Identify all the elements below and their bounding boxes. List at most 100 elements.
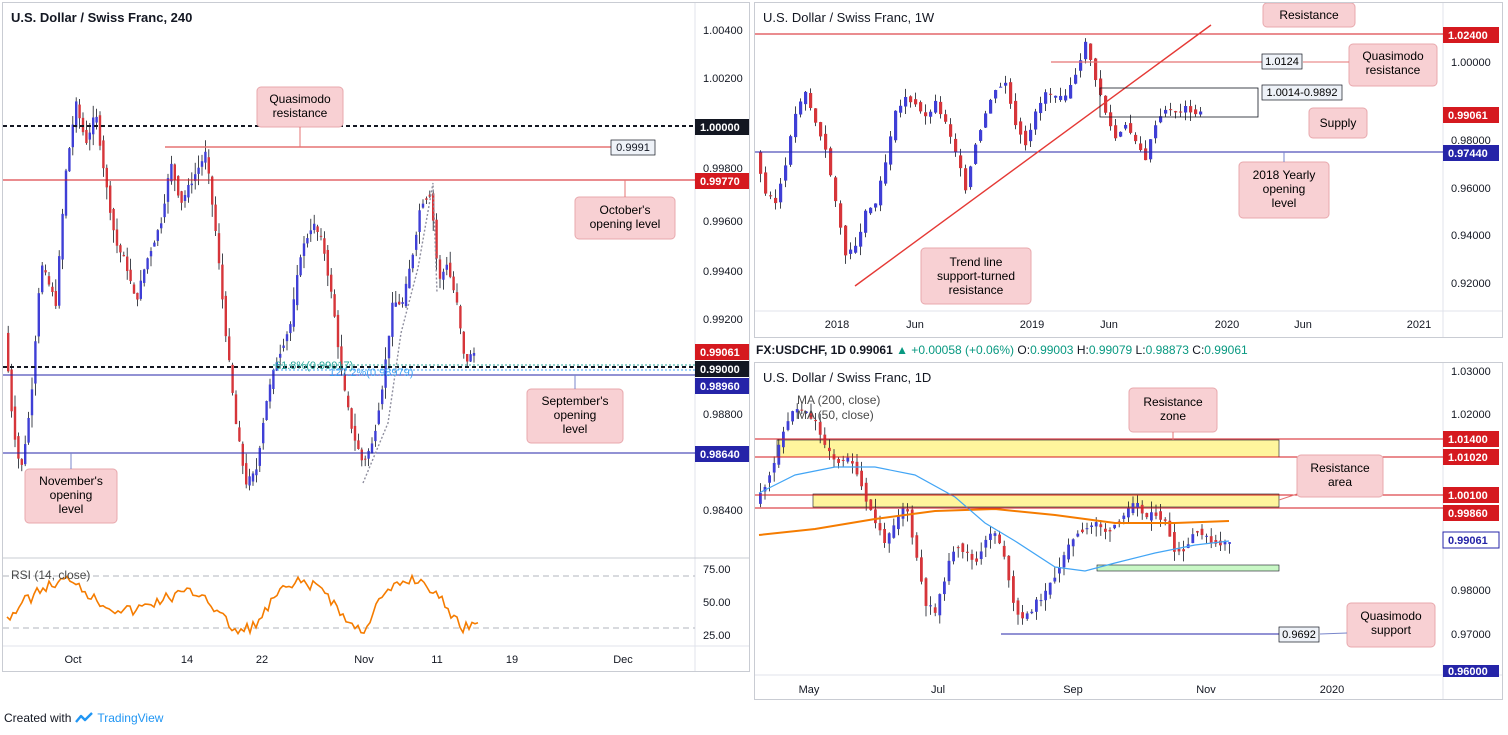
- candle-body: [381, 389, 384, 405]
- candle-body: [221, 264, 224, 300]
- candle-body: [200, 161, 204, 167]
- candle-body: [146, 258, 149, 270]
- candle-body: [241, 443, 244, 466]
- tag-0-9977: 0.99770: [700, 176, 740, 188]
- candle-body: [472, 353, 476, 356]
- svg-text:Trend line: Trend line: [950, 255, 1003, 269]
- candle-body: [1173, 532, 1176, 552]
- price-change: ▲ +0.00058 (+0.06%): [896, 343, 1015, 357]
- callout-resistance: Resistance: [1262, 3, 1356, 28]
- candle-body: [119, 245, 122, 253]
- candle-body: [438, 259, 442, 279]
- candle-body: [1150, 512, 1153, 521]
- candle-body: [316, 226, 319, 233]
- chart-panel-daily[interactable]: U.S. Dollar / Swiss Franc, 1D MA (200, c…: [754, 362, 1503, 700]
- candle-body: [906, 509, 909, 512]
- open-value: 0.99003: [1030, 343, 1074, 357]
- tradingview-link[interactable]: TradingView: [97, 711, 164, 725]
- candle-body: [1136, 502, 1139, 509]
- y-tick: 0.99600: [703, 216, 743, 228]
- candle-body: [1076, 533, 1080, 537]
- x-tick: Sep: [1063, 684, 1083, 696]
- candle-body: [1030, 611, 1034, 614]
- chart-weekly-svg[interactable]: 1.0124 1.0014-0.9892 Resistance Quasimod…: [755, 3, 1502, 337]
- chart-daily-svg[interactable]: MA (200, close) MA (50, close) 0.9692 Re…: [755, 363, 1502, 699]
- candle-body: [909, 96, 913, 103]
- candle-body: [884, 162, 888, 184]
- candle-body: [187, 184, 190, 198]
- callout-september-opening-level: September's opening level: [526, 375, 624, 444]
- candle-body: [268, 384, 272, 402]
- x-tick: Nov: [1196, 684, 1216, 696]
- callout-supply: Supply: [1308, 107, 1368, 139]
- candle-body: [784, 165, 788, 181]
- candle-body: [1021, 612, 1024, 619]
- candle-body: [864, 210, 868, 233]
- candle-body: [929, 605, 932, 607]
- candle-body: [248, 476, 251, 486]
- candle-body: [1089, 43, 1093, 60]
- candle-body: [1049, 93, 1053, 95]
- y-tick: 0.98000: [1451, 585, 1491, 597]
- candle-body: [139, 280, 142, 299]
- candle-body: [112, 208, 115, 231]
- y-tick: 0.98800: [703, 409, 743, 421]
- tag-0-96: 0.96000: [1448, 666, 1488, 678]
- candle-body: [814, 108, 818, 123]
- chart-panel-4h[interactable]: U.S. Dollar / Swiss Franc, 240 61.8%(0.9…: [2, 2, 750, 672]
- candle-body: [824, 133, 828, 150]
- candle-body: [1140, 504, 1144, 514]
- candle-body: [979, 551, 983, 560]
- candle-body: [1024, 130, 1028, 146]
- svg-text:November's: November's: [39, 474, 103, 488]
- candle-body: [262, 422, 265, 444]
- candle-body: [1029, 129, 1033, 142]
- rsi-line: [6, 573, 479, 636]
- tag-1-0000: 1.00000: [700, 122, 740, 134]
- candle-body: [347, 395, 350, 408]
- candle-body: [1012, 576, 1015, 603]
- demand-zone-box: [1096, 564, 1280, 572]
- candle-body: [404, 283, 408, 307]
- candles-4h: [7, 97, 476, 491]
- candle-body: [296, 275, 299, 306]
- box-0-9692-label: 0.9692: [1282, 629, 1316, 641]
- footer: Created with TradingView: [4, 711, 163, 725]
- candle-body: [1090, 525, 1093, 528]
- candle-body: [759, 152, 763, 174]
- candle-body: [34, 341, 37, 384]
- last-price: 0.99061: [849, 343, 893, 357]
- candle-body: [1196, 531, 1199, 533]
- candle-body: [1064, 95, 1068, 101]
- candle-body: [1117, 521, 1121, 523]
- candle-body: [30, 389, 34, 416]
- price-tags-weekly: 1.02400 0.99061 0.97440: [1443, 27, 1499, 161]
- candle-body: [173, 164, 176, 180]
- candle-body: [1074, 74, 1078, 84]
- candle-body: [1039, 600, 1043, 602]
- candle-body: [47, 276, 51, 285]
- candle-body: [1214, 540, 1218, 544]
- candle-body: [75, 101, 78, 128]
- candle-body: [846, 457, 850, 462]
- candle-body: [1002, 545, 1006, 557]
- candle-body: [71, 124, 74, 148]
- svg-text:resistance: resistance: [1366, 63, 1421, 77]
- candle-body: [7, 332, 10, 372]
- candle-body: [970, 553, 974, 560]
- candle-body: [1154, 125, 1158, 139]
- tag-current-price: 0.99061: [1448, 535, 1488, 547]
- candle-body: [764, 172, 768, 194]
- candle-body: [993, 533, 997, 536]
- candle-body: [899, 105, 903, 113]
- candle-body: [777, 444, 781, 465]
- callout-quasimodo-resistance: Quasimodo resistance: [1303, 43, 1438, 87]
- candle-body: [879, 180, 883, 206]
- callout-november-opening-level: November's opening level: [24, 453, 118, 524]
- candle-body: [360, 449, 363, 461]
- candle-body: [897, 515, 900, 530]
- chart-title: U.S. Dollar / Swiss Franc, 1D: [763, 370, 932, 385]
- chart-panel-weekly[interactable]: U.S. Dollar / Swiss Franc, 1W 1.0124 1.0…: [754, 2, 1503, 338]
- chart-4h-svg[interactable]: 61.8%(0.99017) 127.2%(0.98979) 0.9991 Qu…: [3, 3, 749, 671]
- y-tick: 1.00400: [703, 25, 743, 37]
